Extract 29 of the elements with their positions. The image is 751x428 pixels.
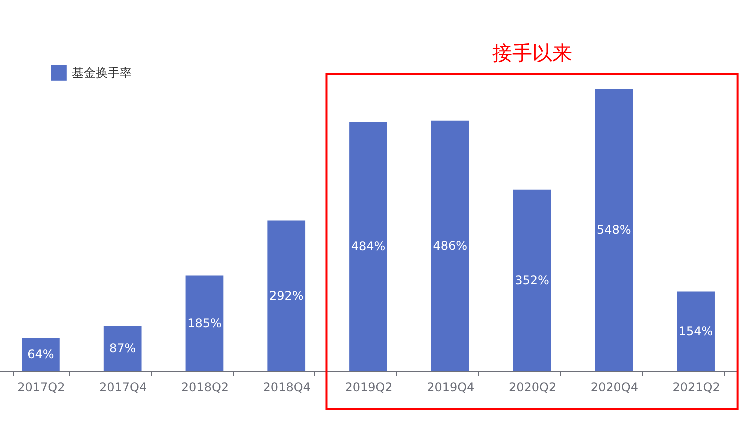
data-label: 484% xyxy=(351,239,386,254)
legend-label: 基金换手率 xyxy=(72,66,132,80)
data-label: 486% xyxy=(433,238,468,253)
bar xyxy=(431,120,470,371)
x-tick-label: 2020Q2 xyxy=(508,380,557,394)
x-tick-label: 2017Q4 xyxy=(100,380,148,394)
data-label: 352% xyxy=(515,273,550,288)
bar xyxy=(677,292,715,371)
x-tick-label: 2017Q2 xyxy=(18,380,66,394)
data-label: 292% xyxy=(269,288,304,303)
x-tick-label: 2018Q2 xyxy=(181,380,230,394)
x-tick-label: 2018Q4 xyxy=(263,380,311,394)
bar xyxy=(186,276,224,371)
x-tick-label: 2019Q4 xyxy=(427,380,475,394)
bar xyxy=(22,338,60,371)
bar xyxy=(268,220,306,371)
text: 接手以来 xyxy=(492,41,572,65)
x-tick-label: 2019Q2 xyxy=(345,380,393,394)
bar xyxy=(513,190,552,371)
data-label: 64% xyxy=(28,348,54,362)
x-tick-label: 2021Q2 xyxy=(672,380,720,394)
bar xyxy=(350,122,388,371)
bar xyxy=(104,326,142,371)
data-label: 154% xyxy=(678,324,714,338)
bar xyxy=(595,89,634,371)
data-label: 548% xyxy=(597,223,632,238)
data-label: 87% xyxy=(109,342,136,356)
data-label: 185% xyxy=(188,316,222,330)
x-tick-label: 2020Q4 xyxy=(590,380,638,394)
